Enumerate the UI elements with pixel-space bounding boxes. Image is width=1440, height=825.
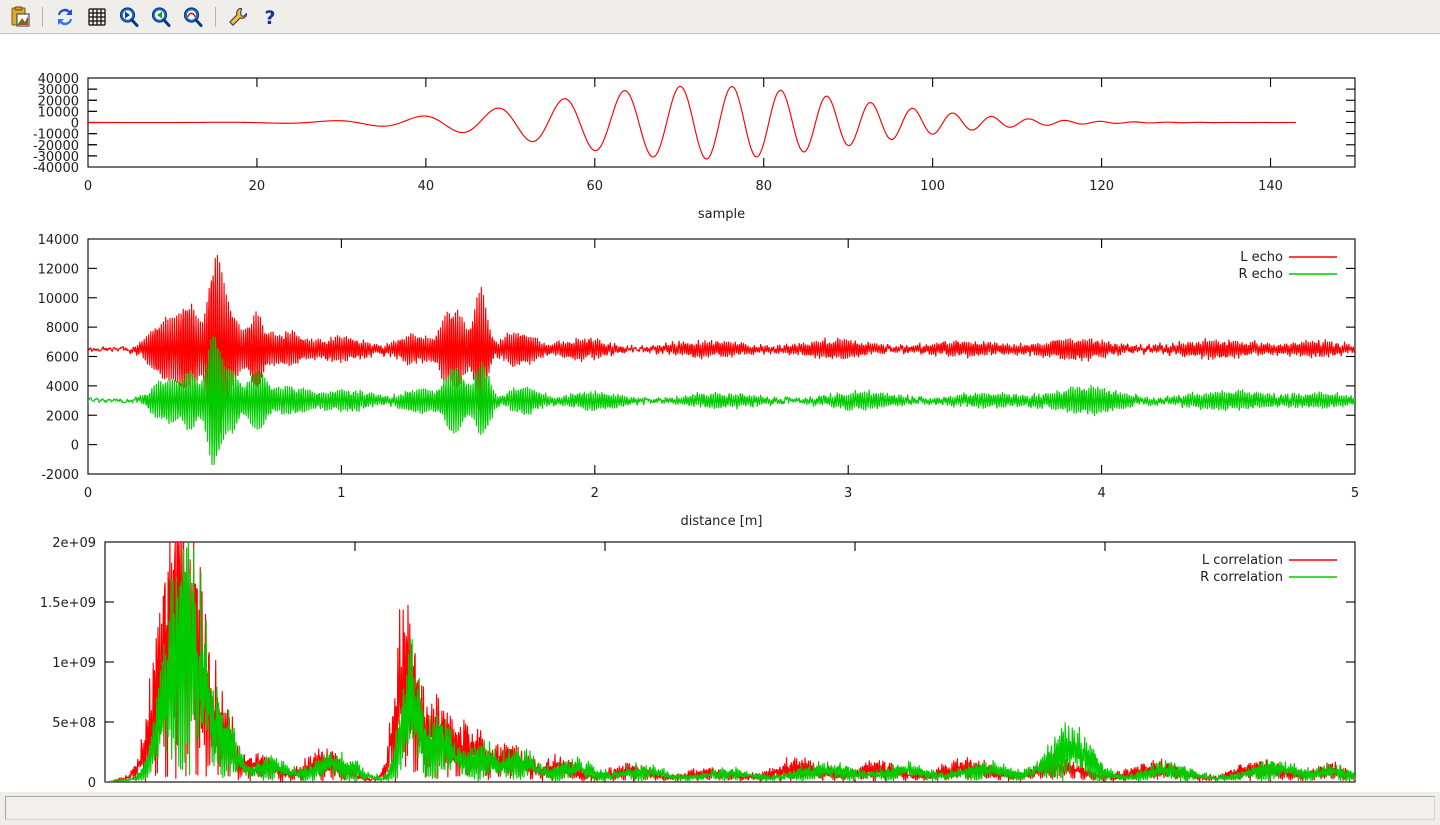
x-tick-label: 4 — [1097, 486, 1105, 501]
x-tick-label: 40 — [418, 179, 435, 194]
y-tick-label: -40000 — [33, 161, 79, 176]
y-tick-label: 30000 — [38, 83, 79, 98]
copy-to-clipboard-icon[interactable] — [5, 2, 35, 32]
chart-svg-chirp: -40000-30000-20000-100000100002000030000… — [33, 72, 1356, 222]
chart-svg-echo: -2000 0 2000 4000 6000 8000 10000 12000 14000 0 1 2… — [38, 233, 1360, 529]
series-line — [88, 85, 1296, 160]
zoom-next-icon[interactable] — [146, 2, 176, 32]
x-tick-label: 20 — [249, 179, 266, 194]
y-tick-label: -10000 — [33, 128, 79, 143]
chart-echo[interactable]: -2000 0 2000 4000 6000 8000 10000 12000 14000 0 1 2… — [0, 224, 1440, 534]
legend-label: L correlation — [1202, 553, 1283, 568]
y-tick-label: 6000 — [46, 351, 79, 366]
y-tick-label: 1.5e+09 — [40, 596, 96, 611]
x-tick-label: 0 — [84, 179, 92, 194]
series-line — [88, 336, 1355, 466]
grid-icon[interactable] — [82, 2, 112, 32]
x-tick-label: 1 — [337, 486, 345, 501]
x-axis-label: sample — [698, 207, 745, 222]
y-tick-label: 0 — [71, 439, 79, 454]
y-tick-label: 2e+09 — [52, 536, 96, 551]
y-tick-label: 1e+09 — [52, 656, 96, 671]
series-line — [105, 542, 1355, 782]
settings-wrench-icon[interactable] — [223, 2, 253, 32]
y-tick-label: 20000 — [38, 94, 79, 109]
toolbar: ? — [0, 0, 1440, 34]
y-tick-label: -20000 — [33, 139, 79, 154]
x-tick-label: 60 — [587, 179, 604, 194]
x-tick-label: 120 — [1089, 179, 1114, 194]
help-icon[interactable]: ? — [255, 2, 285, 32]
x-tick-label: 80 — [755, 179, 772, 194]
y-tick-label: 4000 — [46, 380, 79, 395]
y-tick-label: 8000 — [46, 321, 79, 336]
series-line — [105, 542, 1355, 782]
legend-label: R correlation — [1200, 570, 1283, 585]
legend-label: L echo — [1240, 250, 1283, 265]
svg-text:?: ? — [264, 7, 275, 28]
y-tick-label: 12000 — [38, 262, 79, 277]
x-tick-label: 0 — [84, 486, 92, 501]
chart-chirp[interactable]: -40000 -30000 -20000 -10000 0 10000 20000 30000… — [0, 34, 1440, 224]
x-tick-label: 3 — [844, 486, 852, 501]
x-tick-label: 5 — [1351, 486, 1359, 501]
y-tick-label: 2000 — [46, 409, 79, 424]
plot-frame — [104, 541, 1356, 783]
y-tick-label: -2000 — [41, 468, 79, 483]
x-axis-label: distance [m] — [680, 514, 762, 529]
zoom-previous-icon[interactable] — [114, 2, 144, 32]
y-tick-label: 0 — [71, 117, 79, 132]
y-tick-label: 40000 — [38, 72, 79, 87]
y-tick-label: 5e+08 — [52, 716, 96, 731]
legend-label: R echo — [1238, 267, 1283, 282]
toolbar-separator-2 — [215, 6, 216, 27]
replot-icon[interactable] — [50, 2, 80, 32]
y-tick-label: 0 — [88, 776, 96, 791]
plot-area: -40000 -30000 -20000 -10000 0 10000 20000 30000… — [0, 34, 1440, 791]
series-line — [88, 254, 1355, 442]
status-text — [5, 796, 1435, 820]
x-tick-label: 2 — [591, 486, 599, 501]
x-tick-label: 100 — [920, 179, 945, 194]
y-tick-label: 10000 — [38, 292, 79, 307]
y-tick-label: -30000 — [33, 150, 79, 165]
toolbar-separator-1 — [42, 6, 43, 27]
x-tick-label: 140 — [1258, 179, 1283, 194]
status-bar — [0, 791, 1440, 825]
y-tick-label: 14000 — [38, 233, 79, 248]
y-tick-label: 10000 — [38, 105, 79, 120]
zoom-reset-icon[interactable] — [178, 2, 208, 32]
